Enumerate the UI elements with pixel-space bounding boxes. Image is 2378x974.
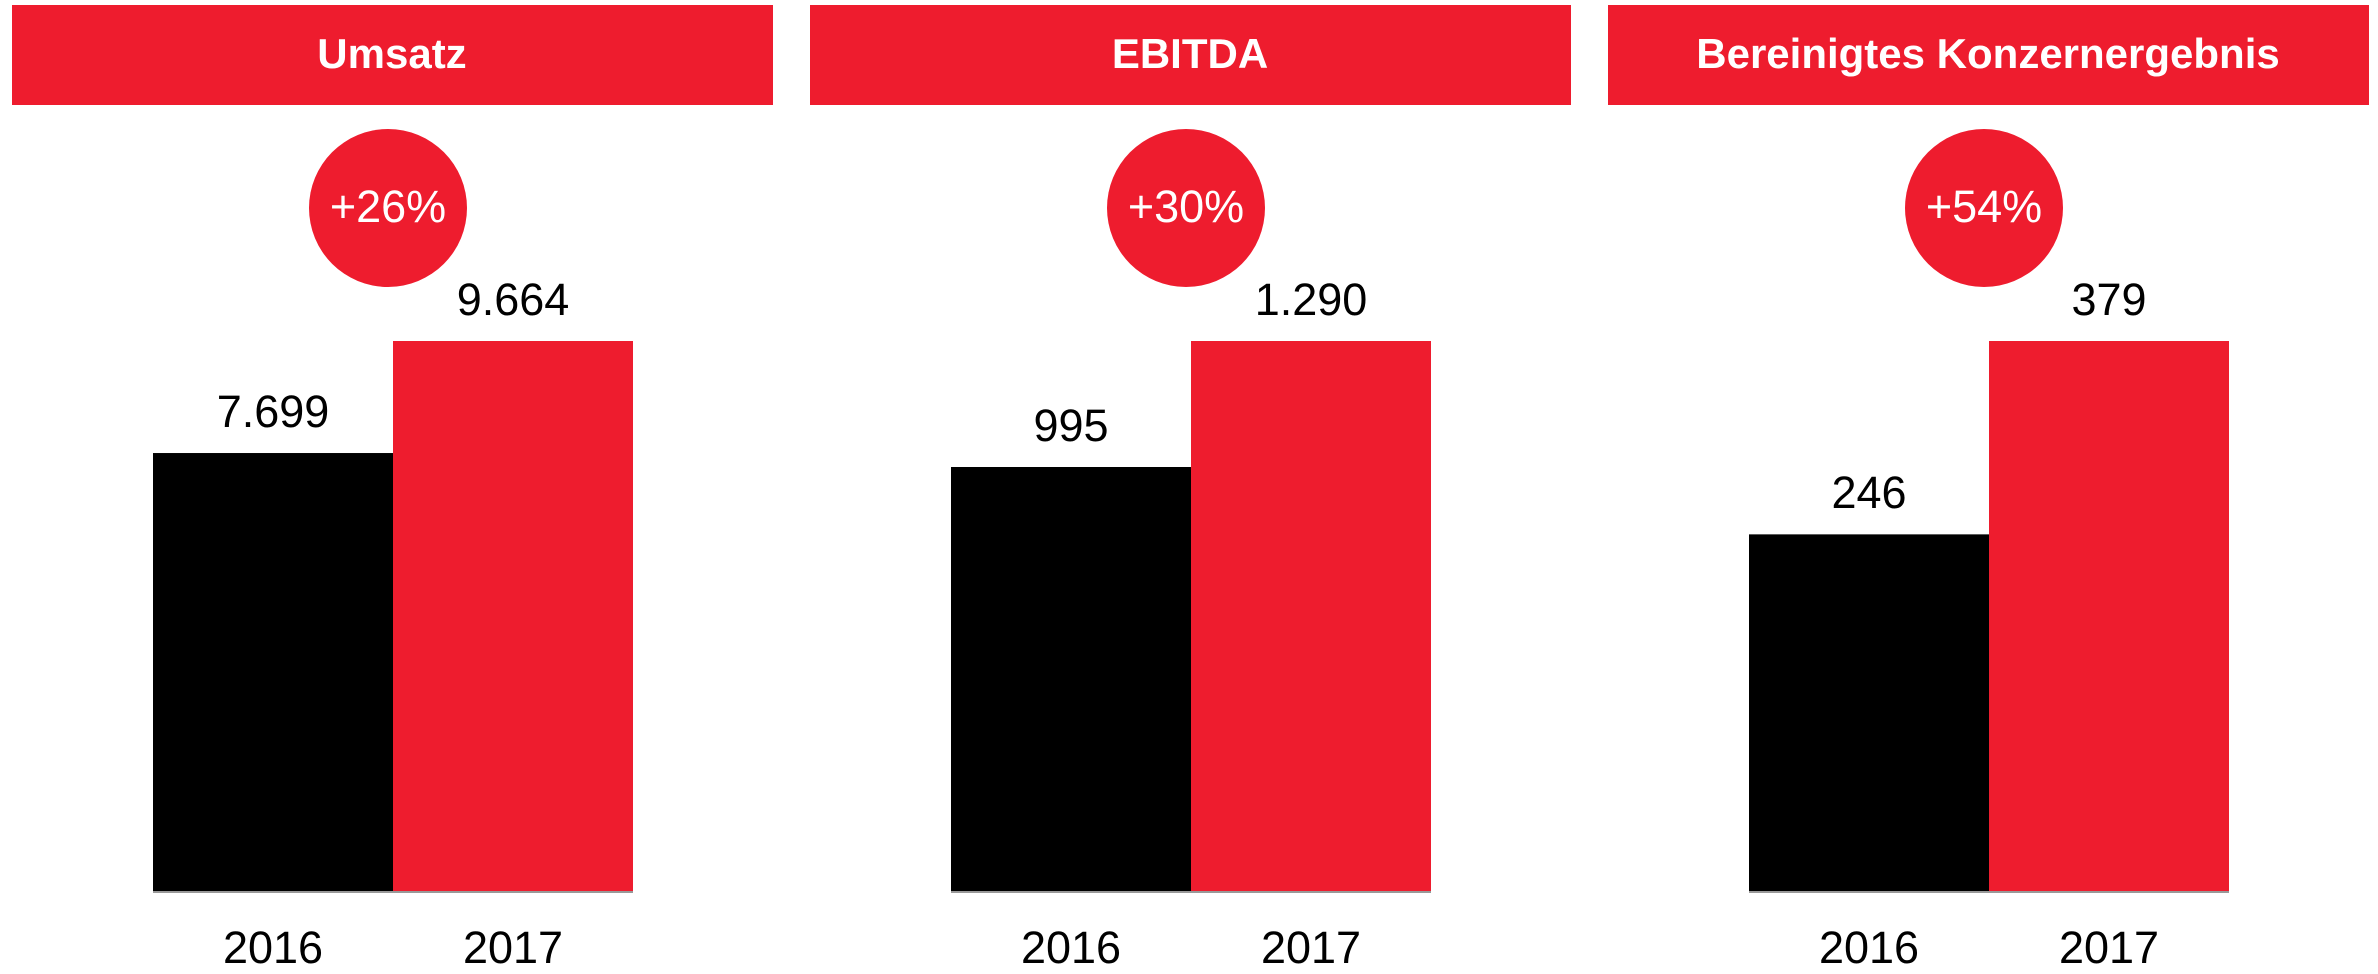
chart-title: Umsatz xyxy=(317,30,466,77)
header-bar xyxy=(810,5,1571,105)
header-bar xyxy=(1608,5,2369,105)
bar xyxy=(1989,341,2229,892)
bar xyxy=(153,453,393,892)
bar xyxy=(1749,534,1989,892)
bar xyxy=(393,341,633,892)
chart-title: EBITDA xyxy=(1112,30,1268,77)
value-label: 7.699 xyxy=(217,386,330,437)
x-tick-label: 2016 xyxy=(1819,922,1919,973)
growth-badge xyxy=(1905,129,2063,287)
chart-title: Bereinigtes Konzernergebnis xyxy=(1696,30,2279,77)
bar xyxy=(1191,341,1431,892)
x-tick-label: 2016 xyxy=(1021,922,1121,973)
value-label: 1.290 xyxy=(1255,274,1368,325)
value-label: 379 xyxy=(2071,274,2146,325)
x-tick-label: 2017 xyxy=(1261,922,1361,973)
value-label: 246 xyxy=(1831,467,1906,518)
growth-badge xyxy=(309,129,467,287)
bar xyxy=(951,467,1191,892)
value-label: 9.664 xyxy=(457,274,570,325)
growth-label: +30% xyxy=(1128,181,1244,232)
header-bar xyxy=(12,5,773,105)
x-tick-label: 2017 xyxy=(463,922,563,973)
growth-label: +26% xyxy=(330,181,446,232)
x-tick-label: 2016 xyxy=(223,922,323,973)
value-label: 995 xyxy=(1033,400,1108,451)
x-tick-label: 2017 xyxy=(2059,922,2159,973)
growth-label: +54% xyxy=(1926,181,2042,232)
growth-badge xyxy=(1107,129,1265,287)
